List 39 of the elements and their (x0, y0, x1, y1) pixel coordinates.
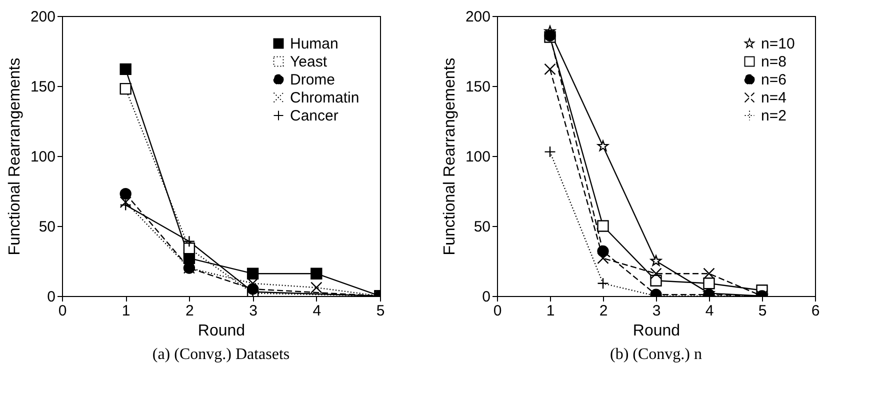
x-tick-label: 2 (599, 302, 608, 320)
x-axis-title: Round (198, 322, 246, 340)
y-axis-title: Functional Rearrangements (6, 58, 24, 256)
x-tick-label: 1 (122, 302, 130, 320)
legend-label: Chromatin (290, 90, 360, 106)
y-tick-label: 0 (482, 288, 490, 306)
x-tick-label: 2 (186, 302, 194, 320)
y-tick-label: 50 (38, 218, 56, 236)
y-tick-label: 150 (30, 78, 56, 96)
x-tick-label: 3 (249, 302, 258, 320)
y-axis-title: Functional Rearrangements (441, 58, 458, 256)
legend-label: n=2 (761, 108, 786, 124)
y-tick-label: 150 (465, 78, 490, 96)
legend-label: n=6 (761, 72, 786, 88)
x-axis-title: Round (632, 322, 680, 340)
legend-label: Yeast (290, 54, 328, 70)
text: (b) (Convg.) n (610, 346, 702, 363)
legend-label: Cancer (290, 108, 338, 124)
x-tick-label: 3 (652, 302, 661, 320)
x-tick-label: 5 (376, 302, 385, 320)
x-tick-label: 5 (758, 302, 767, 320)
y-tick-label: 50 (474, 218, 490, 236)
x-tick-label: 6 (811, 302, 820, 320)
text: (a) (Convg.) Datasets (152, 346, 290, 363)
y-tick-label: 200 (30, 8, 56, 26)
x-tick-label: 0 (493, 302, 502, 320)
legend-label: Drome (290, 72, 336, 88)
y-tick-label: 0 (47, 288, 56, 306)
y-tick-label: 100 (30, 148, 56, 166)
x-tick-label: 1 (546, 302, 555, 320)
x-tick-label: 4 (312, 302, 322, 320)
x-tick-label: 0 (58, 302, 67, 320)
y-tick-label: 100 (465, 148, 490, 166)
legend-label: n=8 (761, 54, 786, 70)
y-tick-label: 200 (465, 8, 490, 26)
x-tick-label: 4 (705, 302, 714, 320)
legend-label: n=10 (761, 36, 795, 52)
legend-label: Human (290, 36, 338, 52)
legend-label: n=4 (761, 90, 786, 106)
